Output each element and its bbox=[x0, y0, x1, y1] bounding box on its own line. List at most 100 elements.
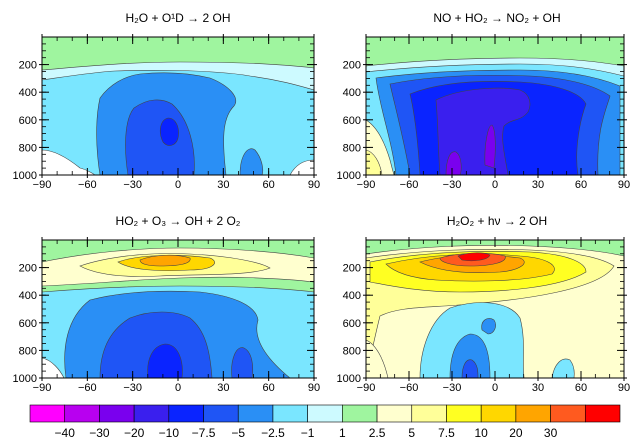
panel-1: H₂O + O¹D → 2 OH −90 −60 −30 0 30 60 90 200 400 6… bbox=[13, 11, 321, 191]
contour-band bbox=[457, 252, 491, 262]
colorbar-swatch bbox=[29, 404, 66, 423]
y-tick-label: 800 bbox=[343, 345, 361, 357]
colorbar-swatch bbox=[64, 404, 100, 423]
panel-1-title: H₂O + O¹D → 2 OH bbox=[125, 11, 230, 25]
x-tick-label: 60 bbox=[575, 179, 587, 191]
colorbar-label: −1 bbox=[301, 426, 315, 440]
colorbar-label: −5 bbox=[231, 426, 245, 440]
panel-3-title: HO₂ + O₃ → OH + 2 O₂ bbox=[116, 214, 241, 228]
y-tick-label: 200 bbox=[343, 60, 361, 72]
x-tick-label: 60 bbox=[575, 382, 587, 394]
x-ticks: −90 −60 −30 0 30 60 90 200 400 600 800 1000 bbox=[337, 237, 630, 394]
x-tick-label: −60 bbox=[400, 179, 419, 191]
colorbar-label: 7.5 bbox=[438, 426, 455, 440]
colorbar-swatch bbox=[133, 404, 170, 423]
y-tick-label: 1000 bbox=[13, 373, 37, 385]
y-tick-label: 1000 bbox=[13, 170, 37, 182]
x-tick-label: 30 bbox=[217, 179, 229, 191]
contour-band bbox=[159, 117, 179, 146]
x-tick-label: −90 bbox=[33, 179, 52, 191]
y-tick-label: 600 bbox=[19, 318, 37, 330]
y-tick-label: 1000 bbox=[337, 373, 361, 385]
colorbar-label: 5 bbox=[408, 426, 415, 440]
x-tick-label: 30 bbox=[532, 382, 544, 394]
x-tick-label: −60 bbox=[78, 179, 97, 191]
x-tick-label: −60 bbox=[78, 382, 97, 394]
y-tick-label: 400 bbox=[343, 290, 361, 302]
colorbar-label: 20 bbox=[509, 426, 523, 440]
colorbar-label: −30 bbox=[89, 426, 110, 440]
y-tick-label: 400 bbox=[343, 87, 361, 99]
colorbar-label: 1 bbox=[339, 426, 346, 440]
x-ticks: −90 −60 −30 0 30 60 90 200 400 600 800 1000 bbox=[13, 34, 320, 191]
colorbar-swatch bbox=[515, 404, 551, 423]
y-tick-label: 800 bbox=[19, 142, 37, 154]
x-tick-label: 60 bbox=[263, 179, 275, 191]
y-tick-label: 600 bbox=[343, 115, 361, 127]
x-tick-label: −30 bbox=[443, 179, 462, 191]
colorbar-swatch bbox=[342, 404, 378, 423]
x-tick-label: 0 bbox=[492, 382, 498, 394]
x-tick-label: 90 bbox=[618, 382, 630, 394]
y-tick-label: 400 bbox=[19, 87, 37, 99]
colorbar-swatch bbox=[168, 404, 204, 423]
contour-band bbox=[449, 333, 491, 378]
contour-band bbox=[484, 124, 496, 169]
colorbar-label: 30 bbox=[544, 426, 558, 440]
contour-band bbox=[289, 159, 314, 175]
x-tick-label: 0 bbox=[175, 179, 181, 191]
contour-band bbox=[366, 339, 389, 378]
colorbar-swatch bbox=[272, 404, 308, 423]
colorbar-label: −20 bbox=[124, 426, 145, 440]
contour-band bbox=[42, 149, 96, 175]
contour-band bbox=[239, 148, 264, 175]
x-tick-label: −30 bbox=[123, 382, 142, 394]
colorbar-swatch bbox=[446, 404, 482, 423]
colorbar-swatch bbox=[99, 404, 135, 423]
contour-band bbox=[231, 347, 254, 378]
panel-3: HO₂ + O₃ → OH + 2 O₂ −90 −60 −30 0 30 60 90 200… bbox=[13, 214, 321, 394]
contour-band bbox=[461, 359, 479, 378]
y-tick-label: 800 bbox=[343, 142, 361, 154]
contour-band bbox=[551, 358, 575, 378]
colorbar-label: −40 bbox=[55, 426, 76, 440]
x-tick-label: −60 bbox=[400, 382, 419, 394]
colorbar-label: −10 bbox=[159, 426, 180, 440]
x-tick-label: 30 bbox=[532, 179, 544, 191]
x-tick-label: 90 bbox=[618, 179, 630, 191]
x-tick-label: 30 bbox=[217, 382, 229, 394]
panel-2-title: NO + HO₂ → NO₂ + OH bbox=[433, 11, 560, 25]
x-tick-label: −30 bbox=[123, 179, 142, 191]
colorbar-swatch bbox=[411, 404, 447, 423]
y-tick-label: 200 bbox=[343, 263, 361, 275]
y-tick-label: 200 bbox=[19, 60, 37, 72]
panel-4-title: H₂O₂ + hν → 2 OH bbox=[447, 214, 547, 228]
x-tick-label: −90 bbox=[357, 179, 376, 191]
colorbar: −40 −30 −20 −10 −7.5 −5 −2.5 −1 1 2.5 5 7.5 10 20 30 bbox=[29, 404, 621, 440]
x-tick-label: 0 bbox=[175, 382, 181, 394]
panel-2: NO + HO₂ → NO₂ + OH −90 −60 −30 0 30 60 90 200 4… bbox=[337, 11, 630, 191]
x-tick-label: 90 bbox=[308, 382, 320, 394]
contour-band bbox=[99, 311, 213, 378]
y-tick-label: 1000 bbox=[337, 170, 361, 182]
y-tick-label: 200 bbox=[19, 263, 37, 275]
colorbar-swatch bbox=[237, 404, 274, 423]
contour-band bbox=[147, 343, 183, 378]
colorbar-label: −2.5 bbox=[261, 426, 285, 440]
colorbar-label: 2.5 bbox=[369, 426, 386, 440]
colorbar-label: 10 bbox=[474, 426, 488, 440]
x-ticks: −90 −60 −30 0 30 60 90 200 400 600 800 1000 bbox=[13, 237, 320, 394]
contour-band bbox=[125, 99, 195, 175]
colorbar-swatch bbox=[550, 404, 586, 423]
x-tick-label: 0 bbox=[492, 179, 498, 191]
colorbar-swatch bbox=[307, 404, 343, 423]
x-tick-label: 90 bbox=[308, 179, 320, 191]
contour-band bbox=[481, 318, 496, 335]
y-tick-label: 600 bbox=[19, 115, 37, 127]
colorbar-swatch bbox=[376, 404, 413, 423]
colorbar-swatch bbox=[203, 404, 239, 423]
x-tick-label: −30 bbox=[443, 382, 462, 394]
contour-band bbox=[435, 87, 531, 175]
colorbar-swatch bbox=[584, 404, 621, 423]
